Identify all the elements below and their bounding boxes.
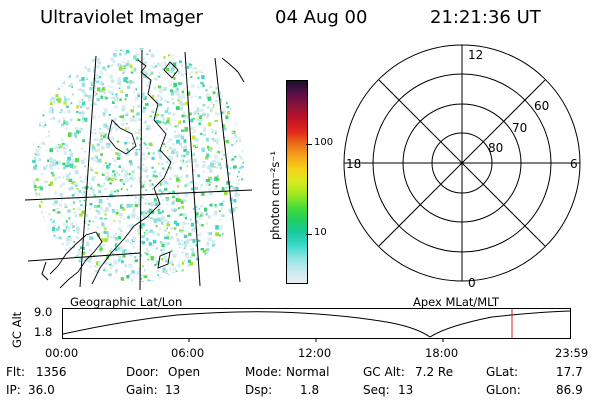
lat-label-60: 60: [534, 99, 549, 113]
mode-value: Normal: [286, 365, 330, 379]
xtick-2359: 23:59: [555, 346, 589, 360]
mode-label: Mode:: [245, 365, 282, 379]
altitude-plot: [62, 308, 571, 342]
colorbar-tick-label-100: 100: [314, 137, 334, 148]
glat-value: 17.7: [556, 365, 583, 379]
xtick-0000: 00:00: [45, 346, 79, 360]
ip-label: IP:: [6, 383, 21, 397]
apex-label: Apex MLat/MLT: [413, 295, 500, 309]
dsp-label: Dsp:: [245, 383, 273, 397]
coastline: [49, 59, 179, 289]
ip-value: 36.0: [28, 383, 55, 397]
seq-value: 13: [398, 383, 414, 397]
dsp-value: 1.8: [300, 383, 320, 397]
lat-label-80: 80: [488, 141, 503, 155]
polar-diagonal-2: [378, 79, 546, 247]
colorbar-tick-100: [306, 144, 312, 145]
polar-plot: 12 0 18 6 60 70 80: [343, 44, 581, 290]
outer-coastline-fragments: [41, 57, 245, 281]
lat-label-70: 70: [512, 121, 527, 135]
flt-label: Flt:: [6, 365, 25, 379]
geographic-image-panel: [24, 48, 253, 291]
gcalt-label: GC Alt:: [363, 365, 405, 379]
altitude-ytick-max: 9.0: [34, 305, 53, 319]
door-label: Door:: [126, 365, 159, 379]
flt-value: 1356: [36, 365, 67, 379]
door-value: Open: [168, 365, 201, 379]
colorbar: [286, 80, 308, 284]
instrument-title: Ultraviolet Imager: [40, 7, 203, 28]
altitude-curve: [62, 310, 571, 338]
glon-value: 86.9: [556, 383, 583, 397]
colorbar-gradient: [287, 81, 307, 283]
colorbar-tick-label-10: 10: [314, 227, 327, 238]
glat-label: GLat:: [486, 365, 519, 379]
xtick-0600: 06:00: [171, 346, 205, 360]
geographic-grid: [24, 49, 253, 291]
gain-label: Gain:: [126, 383, 158, 397]
seq-label: Seq:: [363, 383, 390, 397]
header-time: 21:21:36 UT: [430, 7, 541, 28]
mlt-label-6: 6: [570, 157, 578, 171]
colorbar-unit-label: photon cm⁻²s⁻¹: [268, 151, 282, 240]
altitude-ytick-min: 1.8: [34, 325, 53, 339]
gcalt-value: 7.2 Re: [415, 365, 454, 379]
header-date: 04 Aug 00: [275, 7, 368, 28]
xtick-1200: 12:00: [298, 346, 332, 360]
xtick-1800: 18:00: [425, 346, 459, 360]
mlt-label-18: 18: [346, 157, 361, 171]
altitude-ylabel: GC Alt: [10, 311, 24, 348]
glon-label: GLon:: [486, 383, 521, 397]
geographic-label: Geographic Lat/Lon: [70, 295, 183, 309]
altitude-plot-frame: [62, 308, 571, 339]
mlt-label-0: 0: [468, 276, 476, 290]
mlt-label-12: 12: [468, 48, 483, 62]
colorbar-tick-10: [306, 234, 312, 235]
gain-value: 13: [165, 383, 181, 397]
